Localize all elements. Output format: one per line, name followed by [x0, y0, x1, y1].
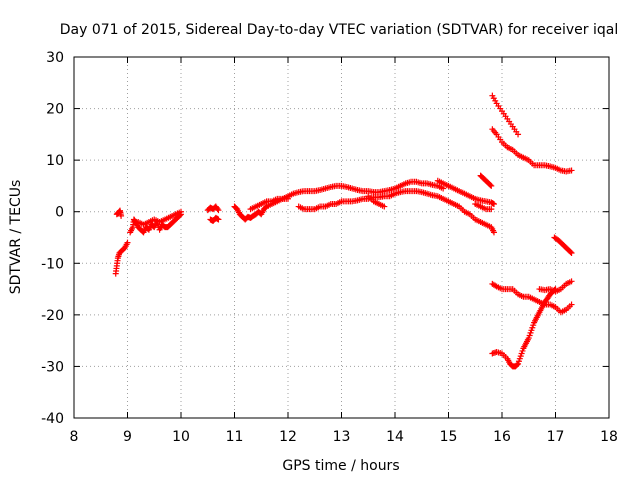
y-tick-label: 30: [46, 50, 64, 66]
y-tick-label: -40: [41, 411, 64, 427]
data-point: [568, 278, 575, 285]
x-tick-label: 11: [226, 429, 244, 445]
x-tick-label: 14: [386, 429, 404, 445]
data-point: [568, 301, 575, 308]
data-point: [490, 200, 497, 207]
data-point: [568, 249, 575, 256]
y-tick-label: 10: [46, 153, 64, 169]
data-point: [490, 229, 497, 236]
x-tick-label: 12: [279, 429, 297, 445]
data-point: [381, 203, 388, 210]
data-point: [215, 207, 222, 214]
chart-title: Day 071 of 2015, Sidereal Day-to-day VTE…: [60, 22, 618, 38]
data-point: [178, 208, 184, 215]
data-point: [285, 195, 291, 202]
data-point: [118, 212, 125, 219]
y-axis-label: SDTVAR / TECUs: [8, 180, 24, 295]
x-tick-label: 10: [172, 429, 190, 445]
y-tick-label: -10: [41, 256, 64, 272]
data-point: [488, 206, 495, 213]
x-tick-label: 8: [70, 429, 79, 445]
data-point-interp: [487, 182, 494, 189]
data-point: [124, 239, 131, 246]
x-tick-label: 16: [493, 429, 511, 445]
data-point-interp: [567, 249, 574, 256]
data-point-interp: [214, 205, 221, 212]
data-point: [568, 167, 575, 174]
y-tick-label: -20: [41, 308, 64, 324]
data-point-interp: [514, 361, 521, 368]
data-point: [215, 216, 222, 223]
data-point: [440, 185, 447, 192]
data-marks: [112, 92, 575, 370]
data-point: [515, 131, 522, 138]
data-point: [488, 182, 495, 189]
x-tick-label: 18: [600, 429, 618, 445]
x-axis-label: GPS time / hours: [282, 458, 399, 474]
y-tick-label: -30: [41, 359, 64, 375]
y-tick-label: 20: [46, 102, 64, 118]
axis-ticks: 8 9 10 11 12 13 14 15 16 17 18 -40 -30 -20 -10 0 10 20 30: [41, 50, 618, 445]
x-tick-label: 13: [333, 429, 351, 445]
x-tick-label: 9: [123, 429, 132, 445]
x-tick-label: 17: [547, 429, 565, 445]
x-tick-label: 15: [440, 429, 458, 445]
y-tick-label: 0: [55, 205, 64, 221]
